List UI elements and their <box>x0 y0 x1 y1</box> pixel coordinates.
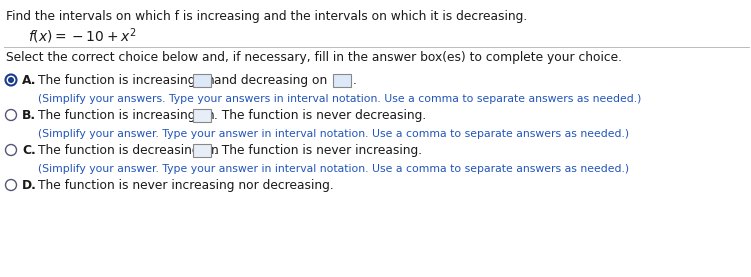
Text: The function is decreasing on: The function is decreasing on <box>38 144 219 157</box>
Text: (Simplify your answer. Type your answer in interval notation. Use a comma to sep: (Simplify your answer. Type your answer … <box>38 129 629 139</box>
Text: Find the intervals on which f is increasing and the intervals on which it is dec: Find the intervals on which f is increas… <box>6 10 527 23</box>
FancyBboxPatch shape <box>193 109 211 122</box>
Text: . The function is never decreasing.: . The function is never decreasing. <box>214 109 427 122</box>
Text: C.: C. <box>22 144 36 157</box>
Text: D.: D. <box>22 179 37 192</box>
Text: $f(x) = -10 + x^2$: $f(x) = -10 + x^2$ <box>28 26 137 46</box>
FancyBboxPatch shape <box>193 143 211 157</box>
Circle shape <box>8 77 14 83</box>
Text: . The function is never increasing.: . The function is never increasing. <box>214 144 422 157</box>
FancyBboxPatch shape <box>333 73 351 86</box>
FancyBboxPatch shape <box>193 73 211 86</box>
Text: (Simplify your answer. Type your answer in interval notation. Use a comma to sep: (Simplify your answer. Type your answer … <box>38 164 629 174</box>
Text: .: . <box>353 74 357 87</box>
Text: and decreasing on: and decreasing on <box>214 74 327 87</box>
Text: The function is increasing on: The function is increasing on <box>38 109 215 122</box>
Text: B.: B. <box>22 109 36 122</box>
Text: (Simplify your answers. Type your answers in interval notation. Use a comma to s: (Simplify your answers. Type your answer… <box>38 94 641 104</box>
Text: A.: A. <box>22 74 37 87</box>
Text: The function is increasing on: The function is increasing on <box>38 74 215 87</box>
Text: Select the correct choice below and, if necessary, fill in the answer box(es) to: Select the correct choice below and, if … <box>6 51 622 64</box>
Text: The function is never increasing nor decreasing.: The function is never increasing nor dec… <box>38 179 333 192</box>
